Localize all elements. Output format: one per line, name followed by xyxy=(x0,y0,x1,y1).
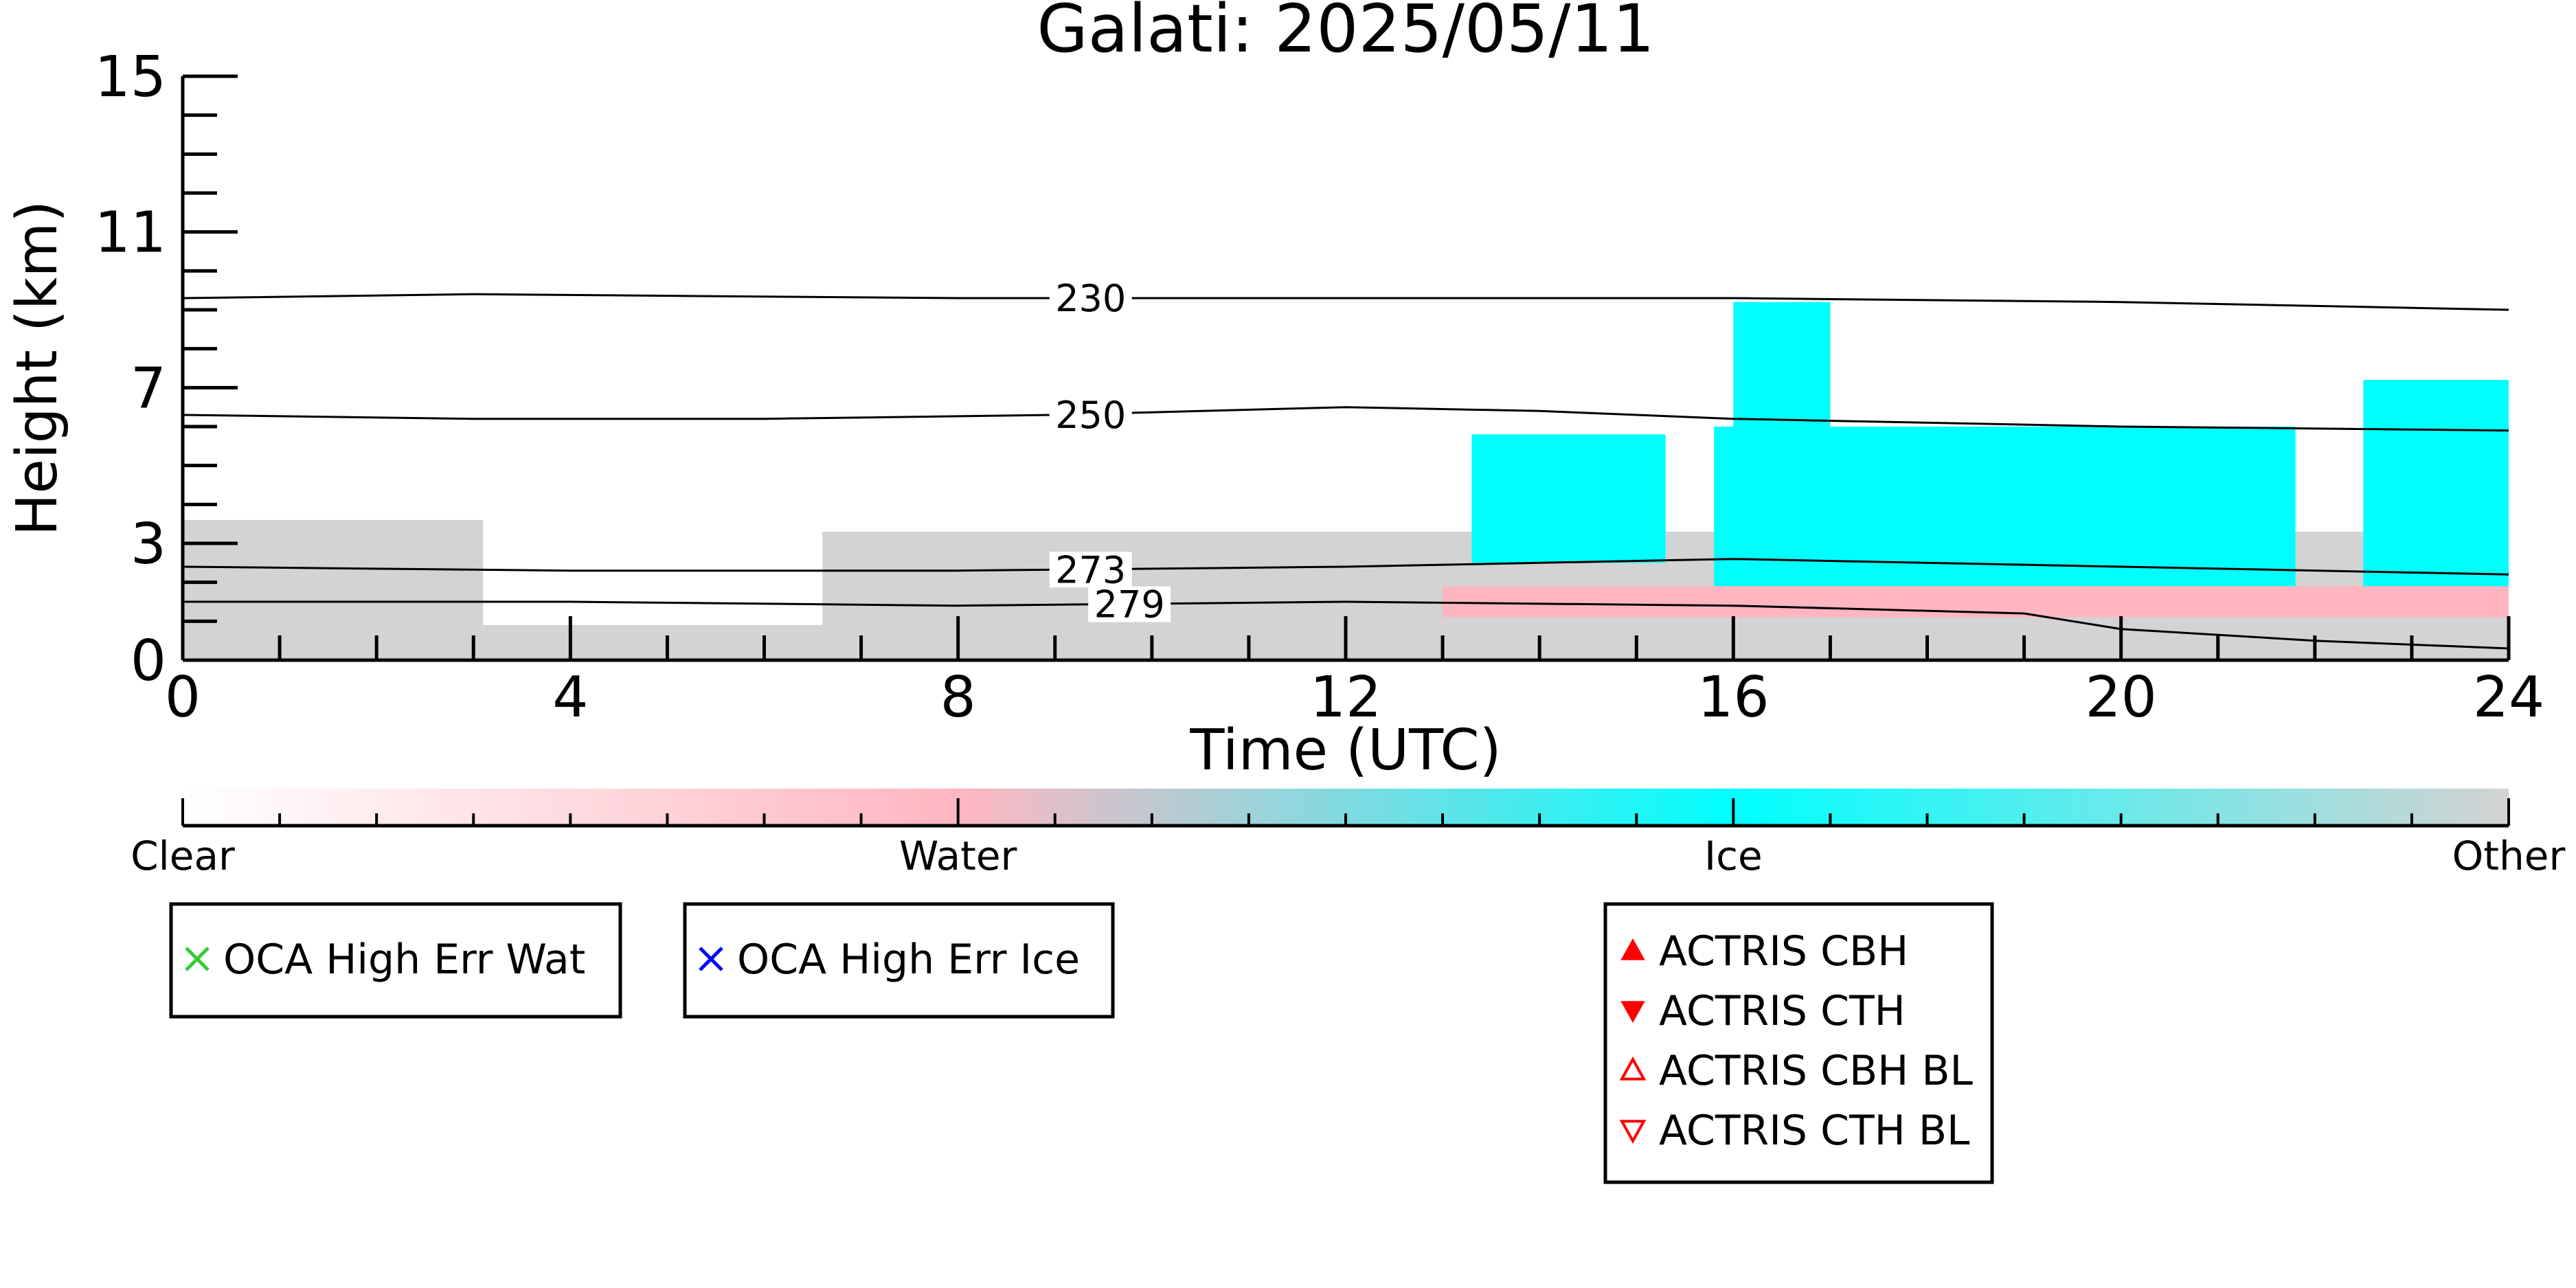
contour-label-bg-230 xyxy=(1049,280,1132,316)
contour-line-279 xyxy=(183,600,2509,650)
legend-x-marker xyxy=(699,947,723,971)
legend-x-marker xyxy=(185,947,210,971)
cloud-mask-regions xyxy=(183,302,2509,660)
contour-line-230 xyxy=(183,293,2509,311)
colorbar-label-ice: Ice xyxy=(1704,833,1763,879)
legend-label: OCA High Err Wat xyxy=(223,936,585,984)
y-tick-label: 3 xyxy=(131,512,166,577)
legend-box-1: OCA High Err Ice xyxy=(683,902,1115,1019)
x-tick-label: 16 xyxy=(1697,665,1769,730)
legend-frame xyxy=(1603,902,1994,1184)
region-ice-4 xyxy=(1714,427,2296,587)
legend-label: ACTRIS CBH xyxy=(1659,927,1908,975)
colorbar-label-clear: Clear xyxy=(131,833,235,879)
x-tick-label: 20 xyxy=(2085,665,2156,730)
x-axis-title: Time (UTC) xyxy=(1189,718,1501,783)
contour-line-250 xyxy=(183,406,2509,432)
legend-triangle-down-marker xyxy=(1620,1001,1645,1024)
legend-label: ACTRIS CBH BL xyxy=(1659,1047,1973,1095)
y-tick-label: 15 xyxy=(95,45,166,110)
legend-triangle-down-marker xyxy=(1619,1120,1647,1144)
y-tick-label: 11 xyxy=(95,201,166,266)
x-tick-label: 0 xyxy=(165,665,201,730)
x-tick-label: 4 xyxy=(552,665,588,730)
contour-label-bg-250 xyxy=(1049,397,1132,433)
x-tick-label: 12 xyxy=(1310,665,1381,730)
y-tick-label: 0 xyxy=(131,629,166,694)
legend-triangle-up-marker xyxy=(1619,1056,1647,1081)
contour-label-250: 250 xyxy=(1055,394,1126,437)
legend-label: ACTRIS CTH xyxy=(1659,987,1906,1035)
legend: OCA High Err Wat OCA High Err Ice ACTRIS C… xyxy=(169,902,1994,1184)
legend-frame xyxy=(683,902,1115,1019)
legend-box-0: OCA High Err Wat xyxy=(169,902,622,1019)
colorbar-label-water: Water xyxy=(899,833,1017,879)
contour-label-bg-279 xyxy=(1088,586,1171,622)
colorbar-label-other: Other xyxy=(2452,833,2566,879)
contour-label-273: 273 xyxy=(1055,548,1126,591)
plot-area xyxy=(183,293,2509,660)
region-ice-3 xyxy=(1471,434,1666,563)
contour-label-bg-273 xyxy=(1049,552,1132,588)
legend-triangle-up-marker xyxy=(1620,938,1645,960)
legend-label: ACTRIS CTH BL xyxy=(1659,1107,1970,1155)
contour-label-230: 230 xyxy=(1055,277,1126,320)
colorbar: Clear Water Ice Other xyxy=(131,789,2565,879)
legend-label: OCA High Err Ice xyxy=(737,936,1080,984)
region-other-0 xyxy=(183,520,484,660)
y-axis-title: Height (km) xyxy=(5,201,70,536)
temperature-contours xyxy=(183,293,2509,650)
y-tick-label: 7 xyxy=(131,356,166,421)
legend-box-2: ACTRIS CBH ACTRIS CTH ACTRIS CBH BL ACTRIS … xyxy=(1603,902,1994,1184)
contour-label-279: 279 xyxy=(1094,583,1165,626)
x-tick-label: 8 xyxy=(940,665,976,730)
axes: 0 3 7 11 15 0 4 8 12 16 20 24 xyxy=(95,45,2545,730)
chart-title: Galati: 2025/05/11 xyxy=(1037,0,1654,67)
region-other-1 xyxy=(483,625,823,660)
contour-line-273 xyxy=(183,558,2509,576)
region-ice-6 xyxy=(2363,380,2509,602)
legend-frame xyxy=(169,902,622,1019)
x-tick-label: 24 xyxy=(2473,665,2544,730)
